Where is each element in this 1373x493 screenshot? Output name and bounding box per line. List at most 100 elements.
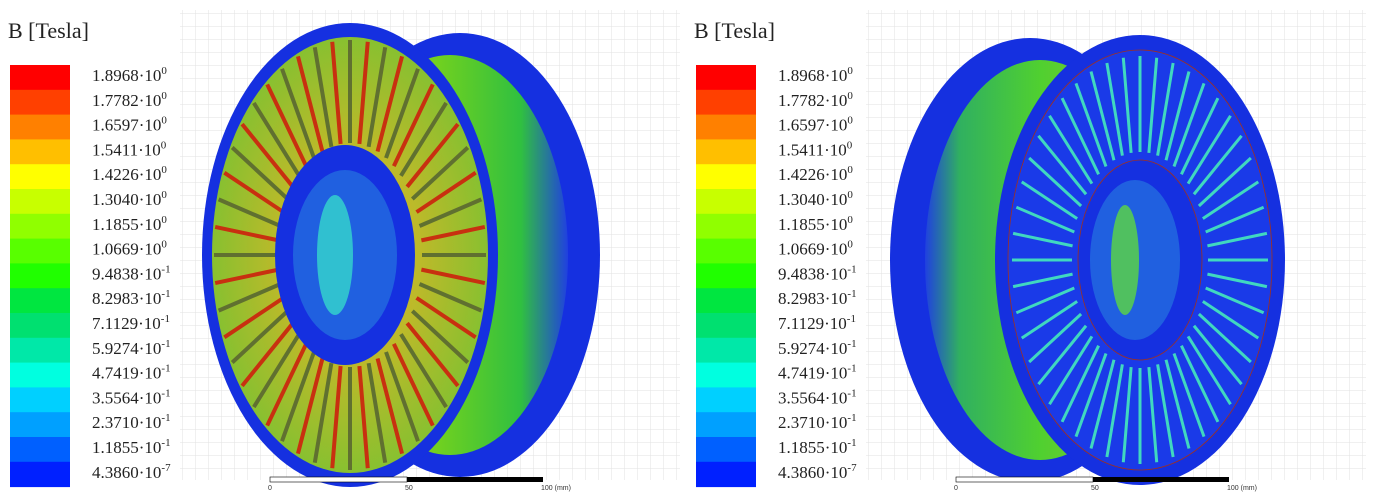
scale-bar-white: [956, 477, 1093, 482]
legend-swatch: [10, 338, 70, 363]
label-mantissa: 5.9274·10: [778, 339, 847, 358]
label-exponent: 0: [847, 214, 853, 226]
legend-swatch: [10, 164, 70, 189]
label-mantissa: 8.2983·10: [778, 289, 847, 308]
label-mantissa: 1.7782·10: [92, 91, 161, 110]
legend-swatch: [696, 363, 756, 388]
legend-label: 3.5564·10-1: [778, 387, 857, 407]
label-exponent: 0: [161, 139, 167, 151]
legend-swatch: [696, 239, 756, 264]
legend-label: 1.8968·100: [778, 65, 853, 85]
legend-label: 4.7419·10-1: [778, 363, 857, 383]
label-mantissa: 1.8968·10: [778, 66, 847, 85]
legend-label: 2.3710·10-1: [778, 412, 857, 432]
legend-label: 2.3710·10-1: [92, 412, 171, 432]
label-exponent: -1: [847, 363, 856, 375]
legend-label: 4.7419·10-1: [92, 363, 171, 383]
legend-swatch: [10, 437, 70, 462]
label-exponent: -1: [847, 338, 856, 350]
label-exponent: 0: [847, 139, 853, 151]
label-exponent: -1: [847, 263, 856, 275]
legend-swatch: [696, 214, 756, 239]
label-mantissa: 5.9274·10: [92, 339, 161, 358]
label-mantissa: 1.0669·10: [778, 240, 847, 259]
label-mantissa: 1.4226·10: [778, 165, 847, 184]
legend-label: 1.6597·100: [778, 115, 853, 135]
legend-swatch: [10, 65, 70, 90]
legend-label: 1.5411·100: [778, 139, 853, 159]
legend-label: 7.1129·10-1: [778, 313, 856, 333]
label-exponent: 0: [161, 189, 167, 201]
legend-swatch: [696, 263, 756, 288]
label-exponent: -1: [847, 437, 856, 449]
legend-label: 4.3860·10-7: [778, 462, 857, 482]
panel: B [Tesla]1.8968·1001.7782·1001.6597·1001…: [8, 10, 680, 492]
legend-label: 1.1855·100: [92, 214, 167, 234]
legend-swatch: [696, 412, 756, 437]
legend-swatch: [10, 412, 70, 437]
legend-swatch: [10, 139, 70, 164]
label-mantissa: 1.7782·10: [778, 91, 847, 110]
label-mantissa: 4.7419·10: [92, 364, 161, 383]
legend-swatch: [10, 90, 70, 115]
label-mantissa: 7.1129·10: [778, 314, 847, 333]
legend-label: 1.6597·100: [92, 115, 167, 135]
legend-swatch: [10, 239, 70, 264]
legend-label: 8.2983·10-1: [778, 288, 857, 308]
label-exponent: 0: [847, 90, 853, 102]
legend-swatch: [10, 313, 70, 338]
label-exponent: 0: [847, 239, 853, 251]
label-mantissa: 1.1855·10: [92, 215, 161, 234]
label-exponent: 0: [847, 115, 853, 127]
label-exponent: -1: [847, 412, 856, 424]
legend-label: 5.9274·10-1: [778, 338, 857, 358]
legend-title: B [Tesla]: [694, 18, 775, 43]
label-exponent: -7: [161, 462, 171, 474]
legend-label: 1.7782·100: [92, 90, 167, 110]
label-exponent: 0: [161, 65, 167, 77]
label-mantissa: 4.7419·10: [778, 364, 847, 383]
label-exponent: -1: [847, 288, 856, 300]
label-exponent: 0: [847, 164, 853, 176]
label-exponent: 0: [161, 239, 167, 251]
scale-bar-white: [270, 477, 407, 482]
label-mantissa: 1.8968·10: [92, 66, 161, 85]
legend-swatch: [10, 387, 70, 412]
label-exponent: 0: [847, 189, 853, 201]
legend-swatch: [10, 462, 70, 487]
legend-label: 5.9274·10-1: [92, 338, 171, 358]
legend-swatch: [696, 189, 756, 214]
label-mantissa: 3.5564·10: [92, 388, 161, 407]
legend-label: 1.4226·100: [778, 164, 853, 184]
legend-swatch: [696, 462, 756, 487]
label-mantissa: 1.3040·10: [778, 190, 847, 209]
label-mantissa: 8.2983·10: [92, 289, 161, 308]
legend-swatch: [696, 164, 756, 189]
legend-label: 1.1855·100: [778, 214, 853, 234]
label-mantissa: 1.3040·10: [92, 190, 161, 209]
hole-inner: [317, 195, 353, 315]
scale-bar-label: 100 (mm): [541, 485, 571, 492]
legend-swatch: [696, 387, 756, 412]
legend-label: 1.0669·100: [92, 239, 167, 259]
label-mantissa: 4.3860·10: [92, 463, 161, 482]
legend-label: 1.5411·100: [92, 139, 167, 159]
label-mantissa: 1.4226·10: [92, 165, 161, 184]
label-mantissa: 1.1855·10: [778, 438, 847, 457]
label-mantissa: 9.4838·10: [92, 264, 161, 283]
legend-label: 1.1855·10-1: [778, 437, 857, 457]
scale-bar-label: 0: [268, 485, 272, 492]
label-mantissa: 2.3710·10: [92, 413, 161, 432]
legend-swatch: [696, 139, 756, 164]
field-rendering: [890, 35, 1285, 485]
label-mantissa: 1.5411·10: [92, 140, 161, 159]
label-mantissa: 7.1129·10: [92, 314, 161, 333]
scale-bar-label: 50: [1091, 485, 1099, 492]
label-exponent: 0: [161, 164, 167, 176]
scale-bar-label: 100 (mm): [1227, 485, 1257, 492]
legend-swatch: [696, 65, 756, 90]
legend-swatch: [696, 437, 756, 462]
legend-label: 4.3860·10-7: [92, 462, 171, 482]
label-mantissa: 1.1855·10: [92, 438, 161, 457]
legend-swatch: [696, 313, 756, 338]
